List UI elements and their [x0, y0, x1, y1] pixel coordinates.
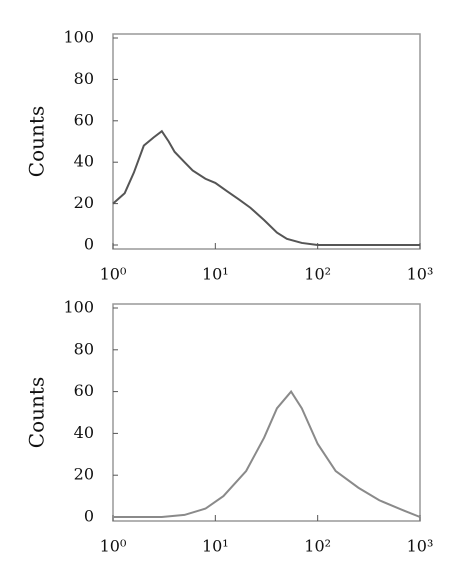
x-tick-label: 10⁰: [100, 265, 127, 284]
y-tick-label: 0: [84, 507, 94, 526]
y-tick-label: 40: [74, 423, 94, 442]
y-tick-label: 20: [74, 465, 94, 484]
histogram-line: [112, 129, 420, 246]
histogram-line: [113, 389, 421, 518]
x-tick-label: 10²: [304, 537, 331, 556]
y-tick-label: 100: [63, 298, 94, 317]
y-tick-label: 80: [74, 69, 94, 88]
y-tick-label: 0: [84, 235, 94, 254]
x-tick-label: 10⁰: [100, 537, 127, 556]
y-tick-label: 80: [74, 339, 94, 358]
y-tick-label: 100: [63, 28, 94, 47]
y-tick-label: 60: [74, 110, 94, 129]
y-axis-label: Counts: [25, 106, 49, 177]
y-tick-label: 60: [74, 381, 94, 400]
y-tick-label: 20: [74, 193, 94, 212]
x-tick-label: 10²: [304, 265, 331, 284]
x-tick-label: 10¹: [202, 265, 229, 284]
plot-frame: [112, 303, 421, 522]
y-axis-label: Counts: [25, 377, 49, 448]
x-tick-label: 10³: [407, 537, 434, 556]
plot-frame: [112, 33, 421, 250]
x-tick-label: 10¹: [202, 537, 229, 556]
x-tick-label: 10³: [407, 265, 434, 284]
y-tick-label: 40: [74, 152, 94, 171]
